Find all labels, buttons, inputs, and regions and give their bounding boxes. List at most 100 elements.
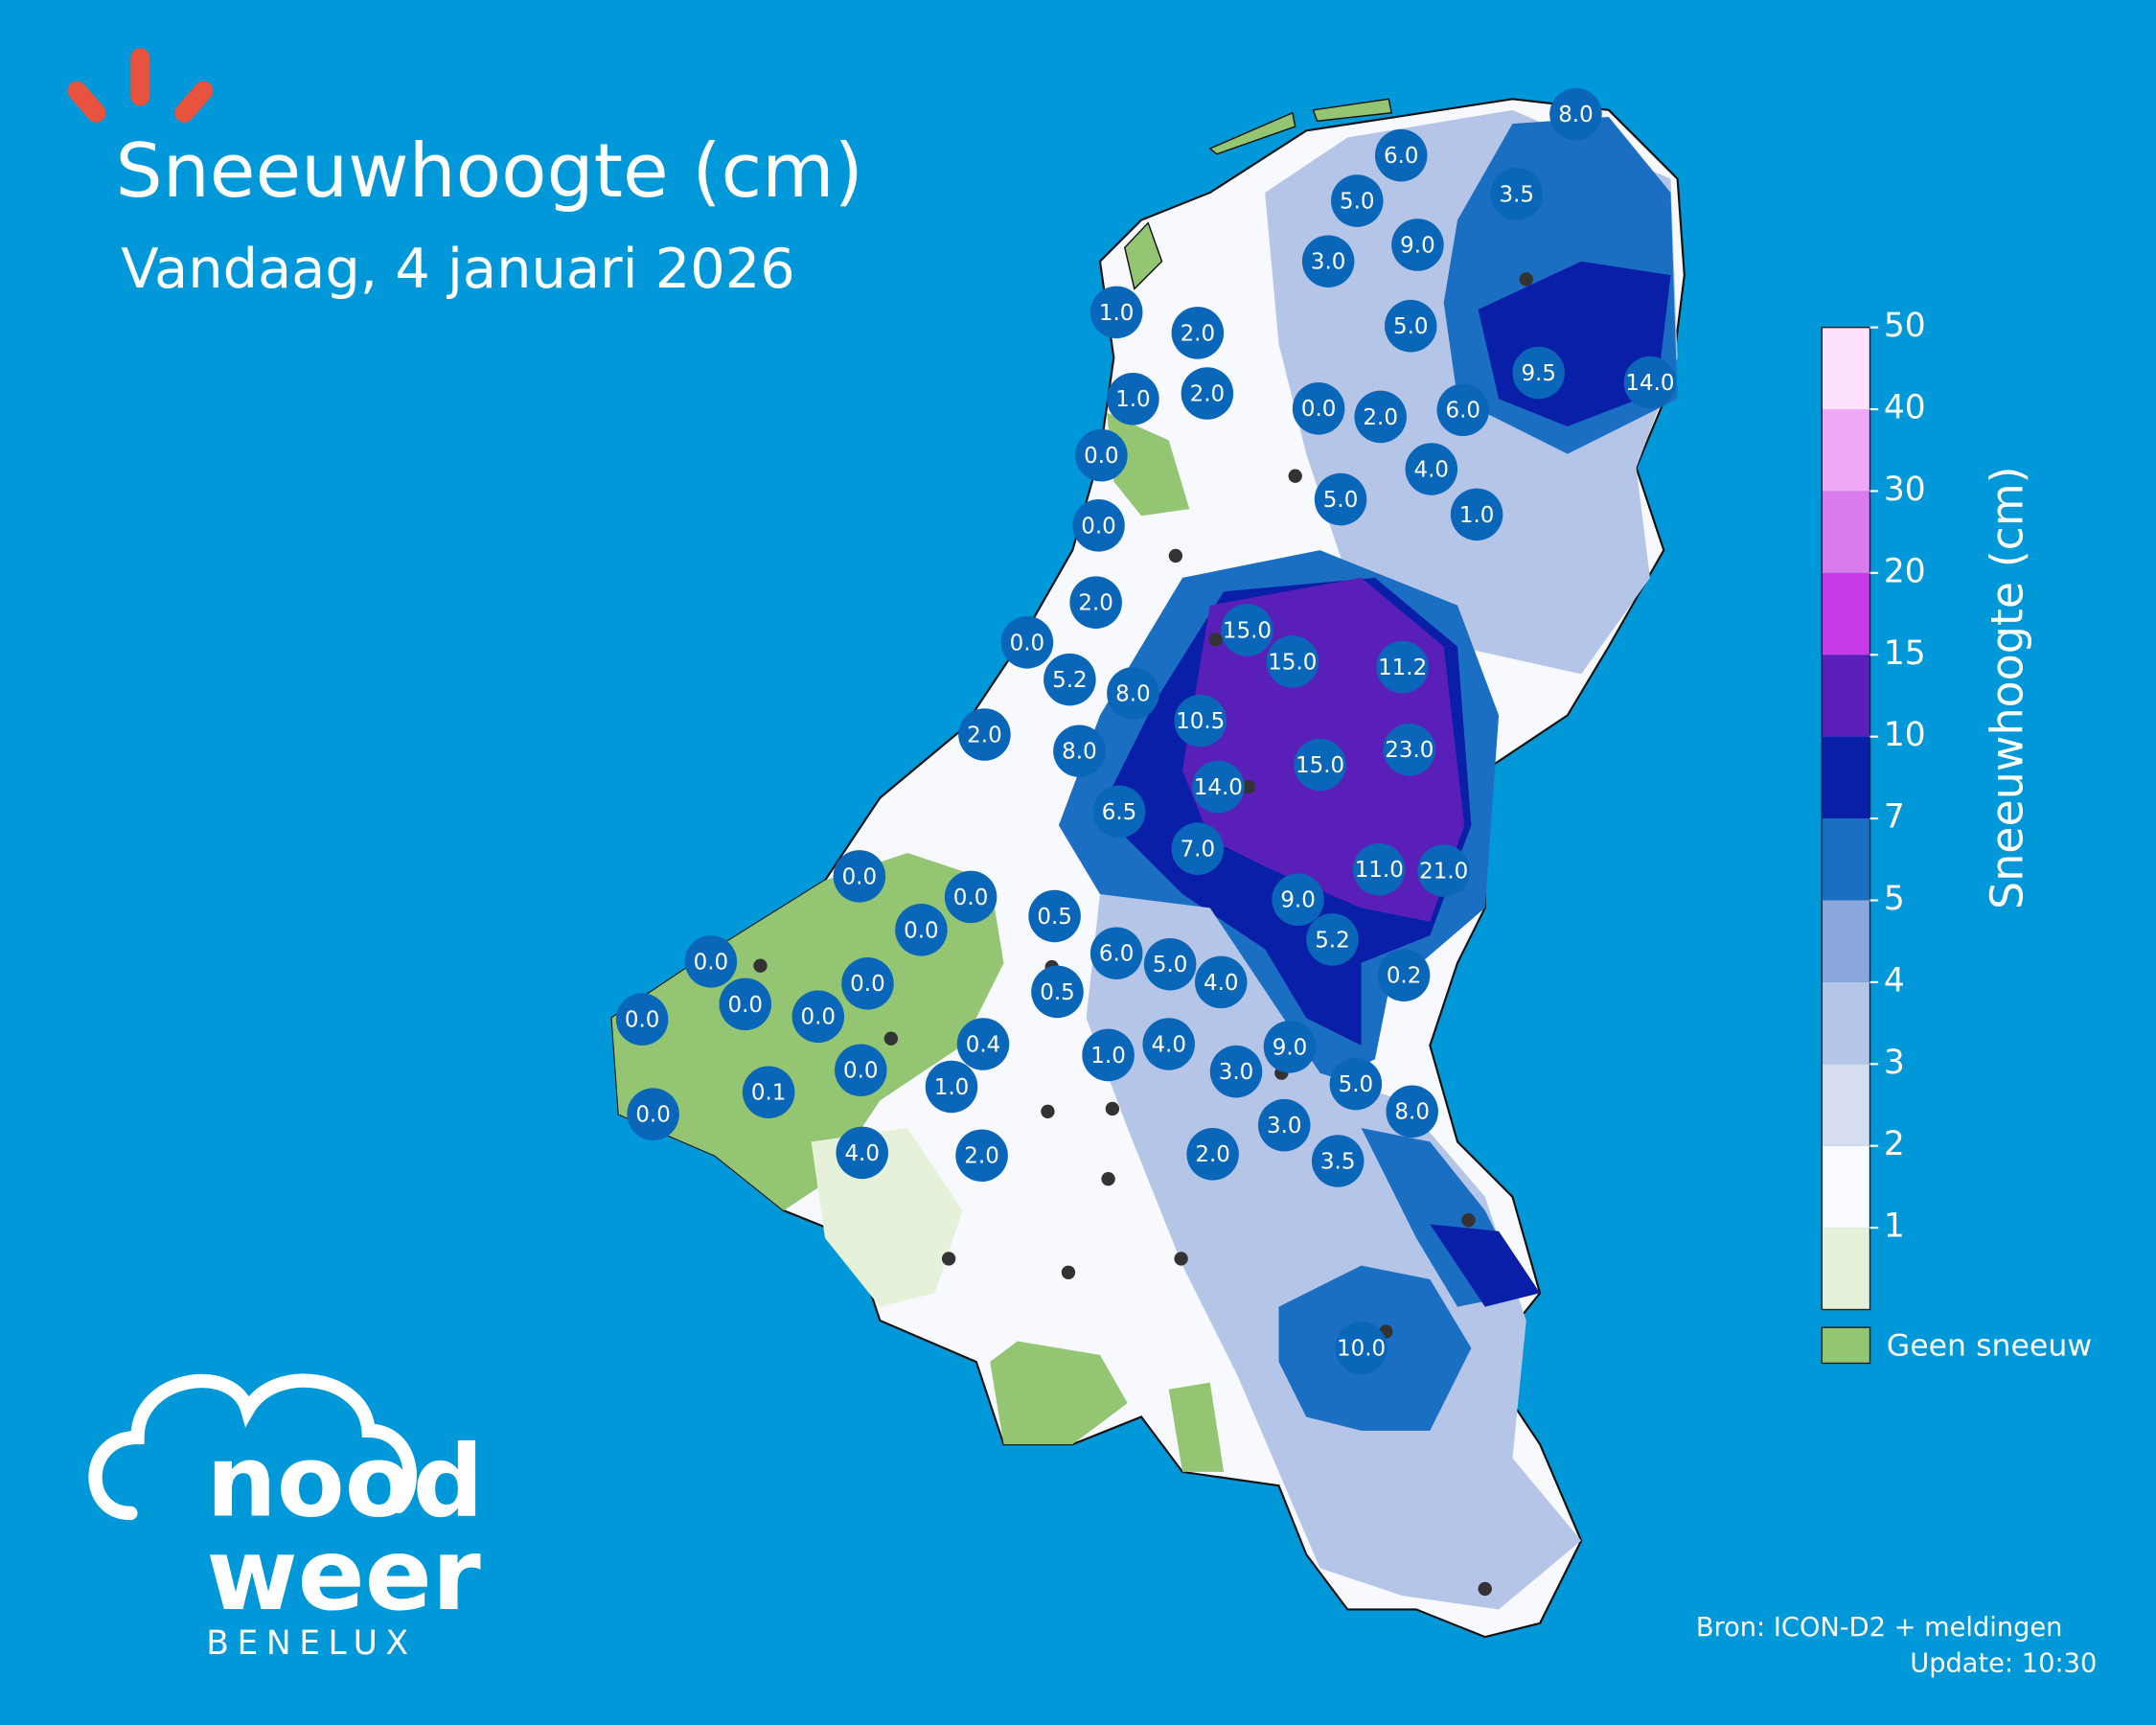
title: Sneeuwhoogte (cm) xyxy=(116,128,863,215)
station-reading: 6.0 xyxy=(1446,399,1481,424)
city-dot xyxy=(941,1252,956,1266)
station-marker xyxy=(1053,724,1106,778)
station-marker xyxy=(925,1060,978,1114)
station-reading: 8.0 xyxy=(1394,1100,1430,1125)
station-marker xyxy=(1171,822,1225,875)
station-marker xyxy=(1194,955,1248,1009)
station-reading: 3.0 xyxy=(1219,1060,1254,1085)
station-reading: 9.0 xyxy=(1400,233,1435,258)
station-reading: 0.0 xyxy=(850,972,885,997)
station-reading: 0.4 xyxy=(966,1032,1001,1057)
city-dot xyxy=(1041,1104,1055,1118)
station-reading: 0.5 xyxy=(1037,905,1072,930)
station-reading: 2.0 xyxy=(964,1144,999,1169)
station-reading: 21.0 xyxy=(1419,860,1468,885)
station-marker xyxy=(1335,1322,1388,1374)
subtitle: Vandaag, 4 januari 2026 xyxy=(121,237,795,301)
station-reading: 3.0 xyxy=(1311,250,1346,275)
no-snow-swatch xyxy=(1821,1326,1871,1365)
station-marker xyxy=(895,904,948,956)
station-reading: 9.0 xyxy=(1280,888,1316,913)
station-reading: 4.0 xyxy=(1151,1032,1186,1057)
station-marker xyxy=(684,935,738,988)
station-marker xyxy=(1142,1018,1195,1070)
station-marker xyxy=(835,1044,887,1097)
station-reading: 14.0 xyxy=(1194,775,1243,800)
station-reading: 0.0 xyxy=(1081,514,1116,539)
station-marker xyxy=(1377,949,1431,1001)
colorbar-tick-label: 40 xyxy=(1884,389,1926,427)
city-dot xyxy=(753,958,768,973)
station-reading: 4.0 xyxy=(1414,457,1450,482)
station-marker xyxy=(1181,367,1234,420)
station-reading: 6.5 xyxy=(1102,800,1137,825)
city-dot xyxy=(1241,779,1256,794)
station-marker xyxy=(1386,1085,1438,1138)
colorbar-tick-label: 4 xyxy=(1884,961,1905,1000)
update-time: Update: 10:30 xyxy=(1910,1648,2097,1678)
zone-green-north xyxy=(1107,412,1190,517)
no-snow-label: Geen sneeuw xyxy=(1887,1328,2092,1363)
colorbar-band xyxy=(1822,655,1870,737)
station-reading: 0.0 xyxy=(1301,397,1337,422)
station-reading: 0.0 xyxy=(843,1059,879,1084)
zone-light-blue-se xyxy=(1086,894,1582,1610)
station-marker xyxy=(1092,785,1146,839)
station-marker xyxy=(1405,443,1458,495)
city-dot xyxy=(1061,1265,1076,1279)
colorbar-tick-label: 2 xyxy=(1884,1125,1905,1163)
station-marker xyxy=(1376,640,1429,694)
city-dot xyxy=(1288,469,1302,483)
station-marker xyxy=(1028,889,1081,943)
station-marker xyxy=(1383,724,1436,776)
station-marker xyxy=(1221,604,1273,656)
station-marker xyxy=(1186,1128,1239,1181)
colorbar-tick-label: 30 xyxy=(1884,471,1926,509)
colorbar-band xyxy=(1822,1064,1870,1146)
station-reading: 5.2 xyxy=(1315,928,1350,953)
colorbar-tick-label: 7 xyxy=(1884,798,1905,837)
station-reading: 0.0 xyxy=(694,950,729,975)
station-reading: 8.0 xyxy=(1558,103,1594,127)
station-reading: 0.2 xyxy=(1387,964,1422,989)
city-dot xyxy=(1208,632,1223,647)
colorbar-band xyxy=(1822,327,1870,410)
station-marker xyxy=(1292,382,1345,435)
city-dot xyxy=(883,1031,899,1046)
station-reading: 2.0 xyxy=(967,723,1002,748)
zone-green-south xyxy=(990,1341,1225,1472)
station-reading: 0.0 xyxy=(625,1008,660,1033)
station-reading: 11.0 xyxy=(1355,858,1404,883)
station-reading: 0.0 xyxy=(904,918,939,943)
station-reading: 10.0 xyxy=(1337,1337,1386,1362)
station-reading: 2.0 xyxy=(1195,1142,1230,1167)
station-reading: 10.5 xyxy=(1176,709,1225,734)
station-reading: 1.0 xyxy=(1459,503,1495,528)
station-reading: 2.0 xyxy=(1363,405,1398,430)
logo-line3: BENELUX xyxy=(206,1624,416,1663)
station-reading: 3.0 xyxy=(1267,1114,1302,1138)
colorbar-tick-label: 10 xyxy=(1884,716,1926,754)
colorbar-band xyxy=(1822,1228,1870,1310)
station-marker xyxy=(1384,299,1437,353)
zone-navy-se xyxy=(1430,1224,1541,1307)
station-reading: 0.0 xyxy=(727,993,763,1018)
station-marker xyxy=(1257,1098,1311,1152)
station-marker xyxy=(1314,472,1367,526)
station-reading: 5.0 xyxy=(1323,488,1359,513)
station-marker xyxy=(1192,760,1245,814)
station-reading: 1.0 xyxy=(1115,387,1151,412)
colorbar-band xyxy=(1822,1145,1870,1229)
station-marker xyxy=(1089,927,1143,980)
station-reading: 15.0 xyxy=(1223,618,1272,643)
station-marker xyxy=(742,1066,795,1118)
station-reading: 4.0 xyxy=(1204,971,1239,996)
station-reading: 0.1 xyxy=(751,1081,787,1106)
station-marker xyxy=(1143,937,1197,991)
station-marker xyxy=(1263,1021,1317,1073)
station-reading: 1.0 xyxy=(1099,301,1135,326)
station-reading: 5.0 xyxy=(1393,314,1429,339)
station-marker xyxy=(627,1088,679,1140)
colorbar-band xyxy=(1822,409,1870,492)
